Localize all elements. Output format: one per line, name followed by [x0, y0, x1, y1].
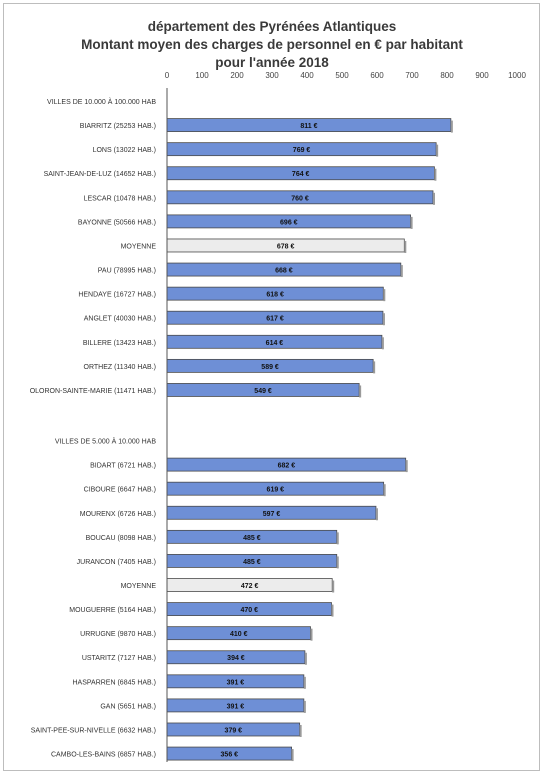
x-tick-label: 800: [440, 71, 454, 80]
category-label: MOURENX (6726 HAB.): [80, 511, 156, 518]
x-tick-label: 400: [300, 71, 314, 80]
x-tick-label: 200: [230, 71, 244, 80]
data-label: 682 €: [278, 463, 296, 470]
bar-shadow: [331, 604, 334, 617]
data-label: 394 €: [227, 655, 245, 662]
data-label: 485 €: [243, 535, 261, 542]
category-label: BOUCAU (8098 HAB.): [86, 535, 156, 542]
category-label: SAINT-PEE-SUR-NIVELLE (6632 HAB.): [31, 727, 156, 734]
bar-shadow: [400, 265, 403, 278]
bar-shadow: [450, 120, 453, 133]
category-label: MOUGUERRE (5164 HAB.): [69, 607, 156, 614]
x-tick-label: 100: [195, 71, 209, 80]
category-label: HASPARREN (6845 HAB.): [72, 679, 156, 686]
chart-title-line-3: pour l'année 2018: [215, 55, 329, 70]
x-tick-label: 500: [335, 71, 349, 80]
category-label: URRUGNE (9870 HAB.): [80, 631, 156, 638]
data-label: 618 €: [266, 292, 284, 299]
category-label: PAU (78995 HAB.): [98, 268, 156, 275]
chart-title-line-2: Montant moyen des charges de personnel e…: [81, 37, 463, 52]
data-label: 760 €: [291, 195, 309, 202]
bar-shadow: [383, 289, 386, 302]
bar-shadow: [291, 749, 294, 762]
group-label: VILLES DE 5.000 À 10.000 HAB: [55, 437, 157, 446]
x-tick-label: 1000: [508, 71, 526, 80]
data-label: 769 €: [293, 147, 311, 154]
category-label: USTARITZ (7127 HAB.): [82, 655, 156, 662]
data-label: 597 €: [263, 511, 281, 518]
x-tick-label: 600: [370, 71, 384, 80]
bar-shadow: [375, 508, 378, 521]
bar-shadow: [404, 240, 407, 253]
data-label: 668 €: [275, 268, 293, 275]
category-label: CAMBO-LES-BAINS (6857 HAB.): [51, 752, 156, 759]
category-label: ORTHEZ (11340 HAB.): [84, 364, 157, 371]
bar-shadow: [359, 385, 362, 398]
bar-shadow: [436, 144, 439, 157]
bar-shadow: [303, 700, 306, 713]
data-label: 379 €: [225, 727, 243, 734]
x-tick-label: 0: [165, 71, 170, 80]
data-label: 811 €: [300, 123, 317, 130]
bar-shadow: [336, 556, 339, 569]
data-label: 472 €: [241, 583, 259, 590]
category-label: BIARRITZ (25253 HAB.): [80, 123, 156, 130]
average-category-label: MOYENNE: [121, 243, 157, 250]
bar-shadow: [410, 216, 413, 229]
bar-shadow: [336, 532, 339, 545]
category-label: OLORON-SAINTE-MARIE (11471 HAB.): [30, 388, 156, 395]
x-tick-label: 900: [475, 71, 489, 80]
data-label: 470 €: [240, 607, 258, 614]
bar-shadow: [332, 580, 335, 593]
bar-shadow: [434, 168, 437, 181]
bar-shadow: [304, 652, 307, 665]
bar-shadow: [433, 192, 435, 205]
chart-title-line-1: département des Pyrénées Atlantiques: [147, 19, 397, 34]
average-category-label: MOYENNE: [121, 583, 157, 590]
data-label: 764 €: [292, 171, 310, 178]
category-label: CIBOURE (6647 HAB.): [84, 487, 156, 494]
data-label: 549 €: [254, 388, 272, 395]
data-label: 617 €: [266, 316, 284, 323]
data-label: 391 €: [227, 703, 245, 710]
x-tick-label: 700: [405, 71, 419, 80]
data-label: 410 €: [230, 631, 248, 638]
data-label: 614 €: [266, 340, 284, 347]
category-label: JURANCON (7405 HAB.): [77, 559, 156, 566]
bar-shadow: [405, 460, 408, 473]
data-label: 678 €: [277, 243, 295, 250]
category-label: SAINT-JEAN-DE-LUZ (14652 HAB.): [44, 171, 156, 178]
data-label: 391 €: [227, 679, 245, 686]
bar-shadow: [303, 676, 306, 689]
category-label: BIDART (6721 HAB.): [90, 463, 156, 470]
category-label: BAYONNE (50566 HAB.): [78, 219, 156, 226]
category-label: LONS (13022 HAB.): [93, 147, 156, 154]
bar-shadow: [310, 628, 313, 641]
category-label: GAN (5651 HAB.): [100, 703, 156, 710]
data-label: 485 €: [243, 559, 261, 566]
group-label: VILLES DE 10.000 À 100.000 HAB: [47, 97, 156, 106]
bar-shadow: [299, 724, 302, 737]
category-label: BILLERE (13423 HAB.): [83, 340, 156, 347]
category-label: ANGLET (40030 HAB.): [84, 316, 156, 323]
data-label: 696 €: [280, 219, 298, 226]
bar-shadow: [383, 484, 386, 497]
category-label: HENDAYE (16727 HAB.): [78, 292, 156, 299]
x-tick-label: 300: [265, 71, 279, 80]
bar-shadow: [373, 361, 376, 374]
data-label: 356 €: [221, 752, 239, 759]
bar-shadow: [381, 337, 384, 350]
category-label: LESCAR (10478 HAB.): [84, 195, 156, 202]
data-label: 589 €: [261, 364, 279, 371]
data-label: 619 €: [267, 487, 285, 494]
bar-shadow: [382, 313, 385, 326]
